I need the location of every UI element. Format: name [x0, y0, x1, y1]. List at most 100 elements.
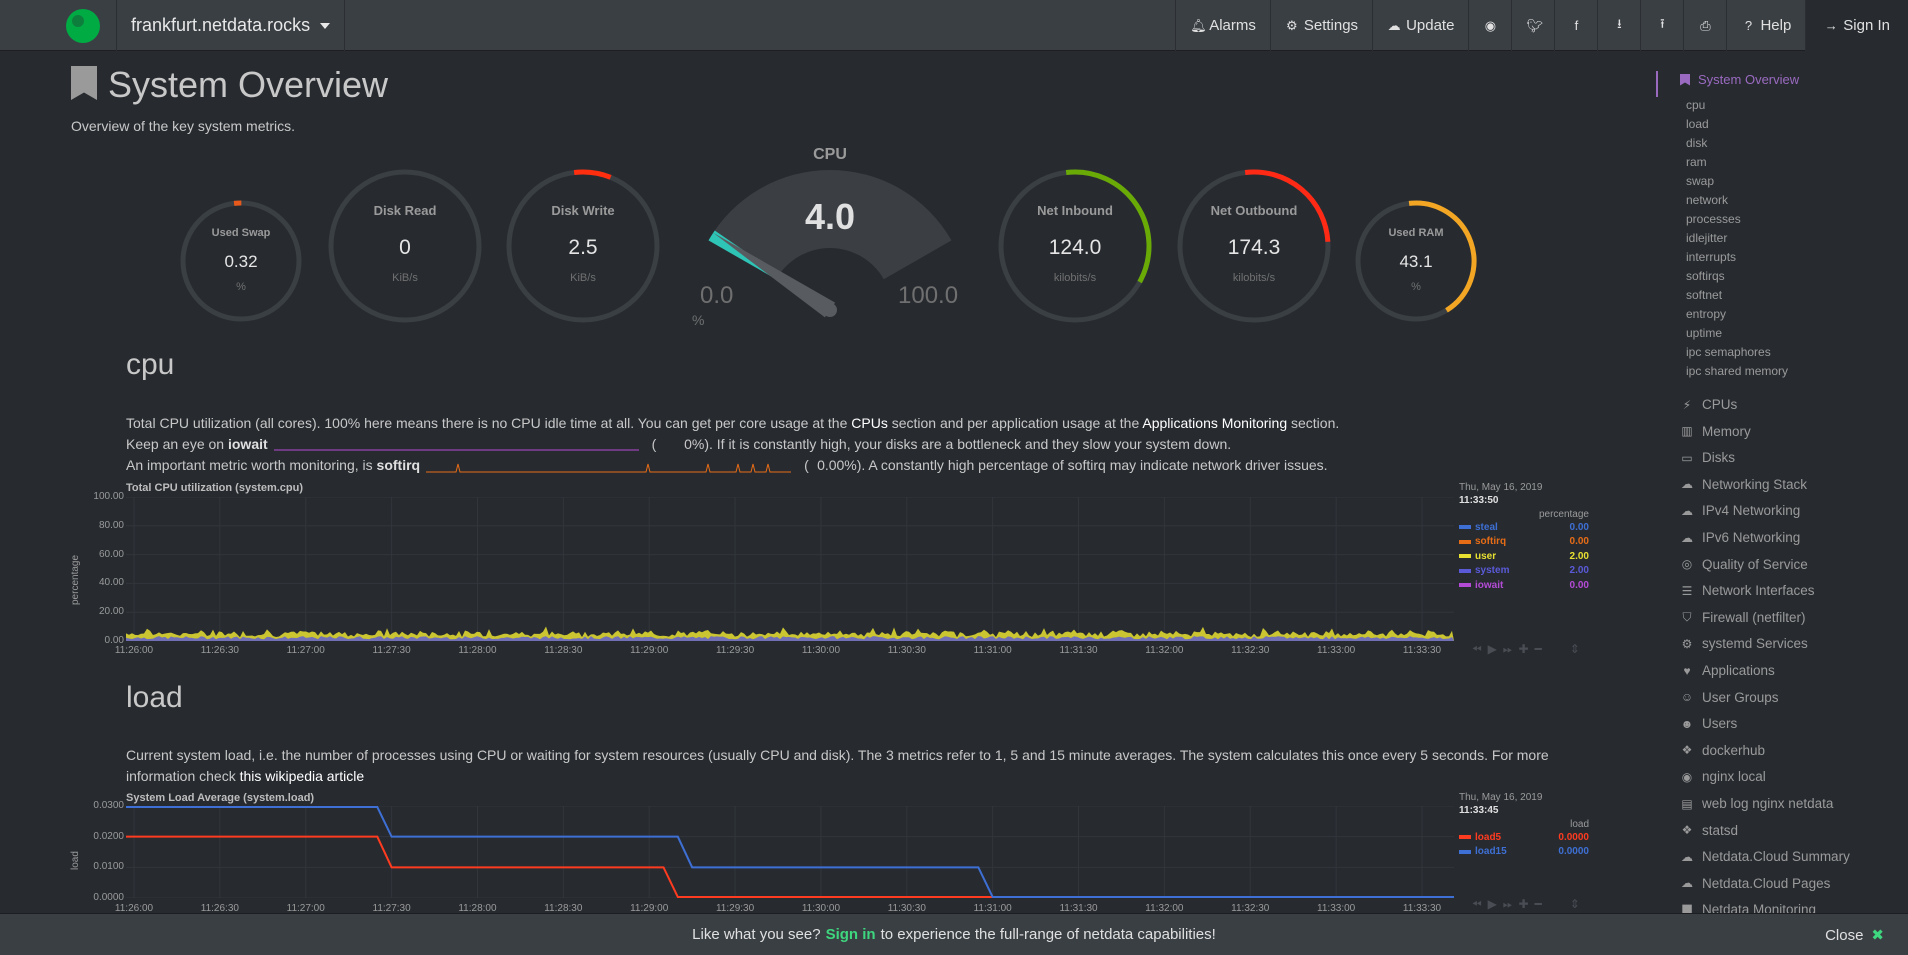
sidebar-subitem-ram[interactable]: ram — [1686, 155, 1707, 169]
sidebar-subitem-softirqs[interactable]: softirqs — [1686, 269, 1725, 283]
netdata-logo[interactable] — [66, 9, 100, 43]
sidebar-item-firewall-netfilter[interactable]: ⛉ Firewall (netfilter) — [1680, 610, 1805, 625]
close-banner-button[interactable]: Close ✖ — [1825, 926, 1884, 945]
sidebar-subitem-ipc-shared-memory[interactable]: ipc shared memory — [1686, 364, 1789, 378]
x-tick-label: 11:30:00 — [801, 645, 841, 656]
disk-read-gauge[interactable]: Disk Read 0 KiB/s — [373, 203, 437, 284]
resize-icon[interactable]: ⇕ — [1569, 897, 1580, 911]
footer-sign-in-link[interactable]: Sign in — [825, 926, 876, 943]
legend-row[interactable]: softirq 0.00 — [1459, 535, 1589, 550]
disk-write-gauge[interactable]: Disk Write 2.5 KiB/s — [551, 203, 615, 284]
cpu-gauge-needle — [713, 232, 836, 318]
sidebar-item-netdata-cloud-summary[interactable]: ☁ Netdata.Cloud Summary — [1680, 849, 1850, 864]
upload-button[interactable]: ⭱ — [1640, 0, 1683, 51]
sidebar-item-user-groups[interactable]: ☺ User Groups — [1680, 690, 1779, 705]
legend-row[interactable]: steal 0.00 — [1459, 520, 1589, 535]
sidebar-subitem-softnet[interactable]: softnet — [1686, 288, 1723, 302]
sidebar-item-network-interfaces[interactable]: ☰ Network Interfaces — [1680, 583, 1815, 598]
sidebar-subitem-idlejitter[interactable]: idlejitter — [1686, 231, 1728, 245]
sidebar-item-disks[interactable]: ▭ Disks — [1680, 450, 1735, 465]
resize-icon[interactable]: ⇕ — [1569, 642, 1580, 656]
cpu-gauge-track — [708, 170, 952, 280]
download-icon: ⭳ — [1617, 15, 1622, 31]
load-chart-title: System Load Average (system.load) — [126, 792, 315, 804]
pan-left-icon[interactable]: ⏪︎ — [1472, 642, 1482, 656]
sidebar-subitem-load[interactable]: load — [1686, 117, 1709, 131]
help-button[interactable]: ? Help — [1726, 0, 1805, 51]
sidebar-item-nginx-local[interactable]: ◉ nginx local — [1680, 769, 1766, 784]
cpus-link[interactable]: CPUs — [851, 415, 888, 431]
sidebar-subitem-processes[interactable]: processes — [1686, 212, 1741, 226]
sidebar-subitem-swap[interactable]: swap — [1686, 174, 1715, 188]
cloud-icon: ☁ — [1681, 503, 1693, 518]
used-swap-gauge[interactable]: Used Swap 0.32 % — [211, 227, 271, 293]
sidebar-item-system-overview[interactable]: System Overview — [1680, 72, 1799, 87]
load-chart-plot[interactable] — [126, 806, 1454, 898]
sidebar-item-statsd[interactable]: ❖ statsd — [1680, 823, 1738, 838]
legend-row[interactable]: user 2.00 — [1459, 549, 1589, 564]
sidebar-item-dockerhub[interactable]: ❖ dockerhub — [1680, 743, 1765, 758]
sidebar-subitem-ipc-semaphores[interactable]: ipc semaphores — [1686, 345, 1771, 359]
zoom-out-icon[interactable]: ━ — [1534, 897, 1542, 911]
sidebar-item-networking-stack[interactable]: ☁ Networking Stack — [1680, 477, 1807, 492]
sidebar-subitem-network[interactable]: network — [1686, 193, 1729, 207]
settings-button[interactable]: ⚙ Settings — [1269, 0, 1372, 51]
x-tick-label: 11:28:30 — [544, 645, 583, 656]
pan-right-icon[interactable]: ⏩︎ — [1502, 897, 1513, 911]
net-inbound-gauge[interactable]: Net Inbound 124.0 kilobits/s — [1037, 203, 1113, 284]
applications-monitoring-link[interactable]: Applications Monitoring — [1142, 415, 1288, 431]
cpu-gauge-value: 4.0 — [804, 196, 856, 237]
zoom-in-icon[interactable]: ✚ — [1518, 642, 1529, 656]
sidebar-item-memory[interactable]: ▥ Memory — [1680, 424, 1750, 439]
memory-icon: ▥ — [1681, 424, 1693, 439]
update-button[interactable]: ☁ Update — [1372, 0, 1468, 51]
sidebar-item-ipv6-networking[interactable]: ☁ IPv6 Networking — [1680, 530, 1800, 545]
github-icon: ◉ — [1484, 17, 1497, 33]
sidebar-item-users[interactable]: ☻ Users — [1680, 716, 1738, 731]
sidebar-item-cpus[interactable]: ⚡︎ CPUs — [1680, 397, 1737, 412]
sign-in-button[interactable]: → Sign In — [1805, 0, 1908, 51]
sidebar-subitem-disk[interactable]: disk — [1686, 136, 1708, 150]
sidebar-subitem-cpu[interactable]: cpu — [1686, 98, 1706, 112]
cpu-gauge-min: 0.0 — [700, 282, 734, 309]
legend-series-name: user — [1459, 551, 1496, 562]
legend-row[interactable]: iowait 0.00 — [1459, 578, 1589, 593]
x-tick-label: 11:31:00 — [973, 903, 1012, 914]
download-button[interactable]: ⭳ — [1597, 0, 1640, 51]
x-tick-label: 11:28:30 — [544, 903, 583, 914]
x-tick-label: 11:32:30 — [1231, 645, 1270, 656]
sidebar-item-label: User Groups — [1702, 689, 1779, 705]
x-tick-label: 11:28:00 — [458, 645, 497, 656]
used-ram-gauge[interactable]: Used RAM 43.1 % — [1388, 227, 1444, 293]
sidebar-item-quality-of-service[interactable]: ◎ Quality of Service — [1680, 557, 1808, 572]
sidebar-item-ipv4-networking[interactable]: ☁ IPv4 Networking — [1680, 503, 1800, 518]
print-button[interactable]: ⎙ — [1683, 0, 1726, 51]
zoom-in-icon[interactable]: ✚ — [1518, 897, 1529, 911]
sidebar-subitem-uptime[interactable]: uptime — [1686, 326, 1723, 340]
sidebar-item-label: Netdata.Cloud Summary — [1702, 849, 1850, 865]
x-tick-label: 11:29:00 — [630, 903, 669, 914]
net-outbound-gauge[interactable]: Net Outbound 174.3 kilobits/s — [1210, 203, 1298, 284]
gauge-fill — [573, 169, 612, 180]
pan-left-icon[interactable]: ⏪︎ — [1472, 897, 1482, 911]
pan-right-icon[interactable]: ⏩︎ — [1502, 642, 1513, 656]
sidebar-subitem-interrupts[interactable]: interrupts — [1686, 250, 1737, 264]
zoom-out-icon[interactable]: ━ — [1534, 642, 1542, 656]
sidebar-item-systemd-services[interactable]: ⚙ systemd Services — [1680, 636, 1808, 651]
play-icon[interactable]: ▶ — [1487, 642, 1497, 656]
legend-row[interactable]: load15 0.0000 — [1459, 845, 1589, 860]
legend-row[interactable]: load5 0.0000 — [1459, 830, 1589, 845]
sidebar-subitem-entropy[interactable]: entropy — [1686, 307, 1727, 321]
wikipedia-link[interactable]: this wikipedia article — [239, 768, 365, 784]
twitter-button[interactable]: 🐦︎ — [1511, 0, 1554, 51]
legend-row[interactable]: system 2.00 — [1459, 564, 1589, 579]
sidebar-item-netdata-cloud-pages[interactable]: ☁ Netdata.Cloud Pages — [1680, 876, 1830, 891]
alarms-button[interactable]: 🔔︎ Alarms — [1175, 0, 1270, 51]
sidebar-item-applications[interactable]: ♥ Applications — [1680, 663, 1774, 678]
sidebar-item-web-log-nginx-netdata[interactable]: ▤ web log nginx netdata — [1680, 796, 1833, 811]
facebook-button[interactable]: f — [1554, 0, 1597, 51]
github-button[interactable]: ◉ — [1468, 0, 1511, 51]
server-selector[interactable]: frankfurt.netdata.rocks — [116, 0, 346, 51]
cpu-chart-plot[interactable] — [126, 497, 1454, 641]
play-icon[interactable]: ▶ — [1487, 897, 1497, 911]
